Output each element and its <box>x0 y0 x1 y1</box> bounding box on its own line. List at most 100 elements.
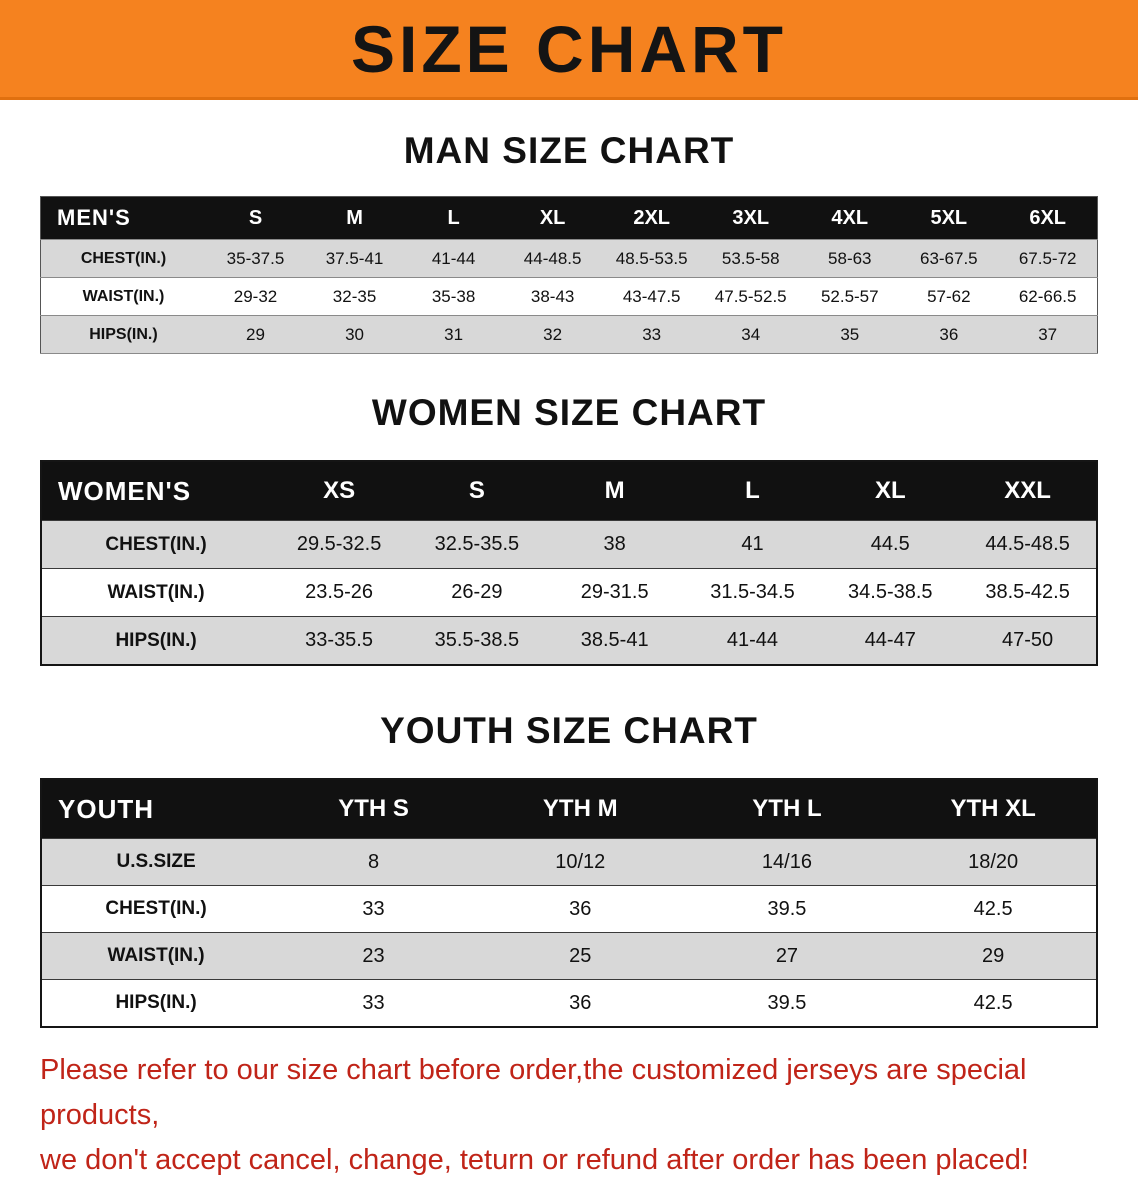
size-header-cell: S <box>407 461 546 521</box>
value-cell: 33-35.5 <box>270 616 408 665</box>
table-row: HIPS(IN.) 33-35.5 35.5-38.5 38.5-41 41-44 44-… <box>41 616 1097 665</box>
value-cell: 44-48.5 <box>503 239 603 278</box>
value-cell: 63-67.5 <box>899 239 999 278</box>
table-row: U.S.SIZE 8 10/12 14/16 18/20 <box>41 838 1097 886</box>
table-row: HIPS(IN.) 33 36 39.5 42.5 <box>41 979 1097 1027</box>
size-header-cell: M <box>545 461 684 521</box>
value-cell: 36 <box>899 315 999 354</box>
value-cell: 37 <box>998 315 1098 354</box>
table-header-row: YOUTH YTH S YTH M YTH L YTH XL <box>41 779 1097 839</box>
value-cell: 35-37.5 <box>205 239 306 278</box>
value-cell: 18/20 <box>890 838 1097 886</box>
value-cell: 31 <box>404 315 504 354</box>
value-cell: 32-35 <box>305 277 405 316</box>
value-cell: 41-44 <box>404 239 504 278</box>
women-section-heading: WOMEN SIZE CHART <box>371 392 767 433</box>
women-size-table: WOMEN'S XS S M L XL XXL CHEST(IN.) 29.5-32.5 32.5… <box>40 460 1098 666</box>
size-header-cell: 5XL <box>899 196 999 240</box>
value-cell: 27 <box>683 932 891 980</box>
size-header-cell: 3XL <box>701 196 801 240</box>
value-cell: 42.5 <box>890 979 1097 1027</box>
men-section-heading: MAN SIZE CHART <box>403 130 735 171</box>
size-header-cell: 6XL <box>998 196 1098 240</box>
value-cell: 57-62 <box>899 277 999 316</box>
value-cell: 25 <box>476 932 684 980</box>
value-cell: 26-29 <box>407 568 546 617</box>
row-label-cell: WAIST(IN.) <box>40 277 206 316</box>
value-cell: 44.5-48.5 <box>959 520 1097 569</box>
value-cell: 44.5 <box>821 520 960 569</box>
value-cell: 33 <box>270 979 477 1027</box>
size-header-cell: XL <box>821 461 960 521</box>
row-label-cell: CHEST(IN.) <box>41 885 271 933</box>
banner-title: SIZE CHART <box>351 11 787 86</box>
value-cell: 38.5-41 <box>545 616 684 665</box>
value-cell: 67.5-72 <box>998 239 1098 278</box>
value-cell: 35 <box>800 315 900 354</box>
value-cell: 44-47 <box>821 616 960 665</box>
value-cell: 35-38 <box>404 277 504 316</box>
value-cell: 38-43 <box>503 277 603 316</box>
row-label-cell: HIPS(IN.) <box>41 616 271 665</box>
size-header-cell: S <box>205 196 306 240</box>
value-cell: 41-44 <box>683 616 822 665</box>
value-cell: 32.5-35.5 <box>407 520 546 569</box>
value-cell: 58-63 <box>800 239 900 278</box>
value-cell: 29-31.5 <box>545 568 684 617</box>
table-row: HIPS(IN.) 29 30 31 32 33 34 35 36 37 <box>40 315 1098 354</box>
table-row: WAIST(IN.) 29-32 32-35 35-38 38-43 43-47.5 47.… <box>40 277 1098 316</box>
table-row: CHEST(IN.) 29.5-32.5 32.5-35.5 38 41 44.5 44.5… <box>41 520 1097 569</box>
value-cell: 29 <box>205 315 306 354</box>
value-cell: 42.5 <box>890 885 1097 933</box>
value-cell: 36 <box>476 885 684 933</box>
table-title-cell: YOUTH <box>41 779 271 839</box>
value-cell: 41 <box>683 520 822 569</box>
table-header-row: MEN'S S M L XL 2XL 3XL 4XL 5XL 6XL <box>40 196 1098 240</box>
size-header-cell: 2XL <box>602 196 702 240</box>
value-cell: 33 <box>602 315 702 354</box>
table-header-row: WOMEN'S XS S M L XL XXL <box>41 461 1097 521</box>
size-header-cell: M <box>305 196 405 240</box>
value-cell: 29-32 <box>205 277 306 316</box>
row-label-cell: WAIST(IN.) <box>41 932 271 980</box>
value-cell: 52.5-57 <box>800 277 900 316</box>
row-label-cell: WAIST(IN.) <box>41 568 271 617</box>
value-cell: 38.5-42.5 <box>959 568 1097 617</box>
value-cell: 47-50 <box>959 616 1097 665</box>
value-cell: 48.5-53.5 <box>602 239 702 278</box>
row-label-cell: HIPS(IN.) <box>41 979 271 1027</box>
disclaimer-line-2: we don't accept cancel, change, teturn o… <box>40 1144 1029 1176</box>
value-cell: 31.5-34.5 <box>683 568 822 617</box>
table-title-cell: WOMEN'S <box>41 461 271 521</box>
disclaimer-line-1: Please refer to our size chart before or… <box>40 1054 1027 1131</box>
value-cell: 8 <box>270 838 477 886</box>
size-header-cell: 4XL <box>800 196 900 240</box>
youth-section-heading: YOUTH SIZE CHART <box>380 710 758 751</box>
banner: SIZE CHART <box>0 0 1138 100</box>
content: MAN SIZE CHART MEN'S S M L XL 2XL 3XL 4XL 5XL 6XL… <box>0 100 1138 1183</box>
row-label-cell: HIPS(IN.) <box>40 315 206 354</box>
value-cell: 47.5-52.5 <box>701 277 801 316</box>
table-row: CHEST(IN.) 35-37.5 37.5-41 41-44 44-48.5 48.5… <box>40 239 1098 278</box>
value-cell: 23 <box>270 932 477 980</box>
men-size-table: MEN'S S M L XL 2XL 3XL 4XL 5XL 6XL CHEST(IN.) 35-37… <box>40 196 1098 354</box>
size-header-cell: YTH L <box>683 779 891 839</box>
value-cell: 34.5-38.5 <box>821 568 960 617</box>
value-cell: 39.5 <box>683 885 891 933</box>
size-header-cell: L <box>404 196 504 240</box>
value-cell: 37.5-41 <box>305 239 405 278</box>
table-row: CHEST(IN.) 33 36 39.5 42.5 <box>41 885 1097 933</box>
row-label-cell: CHEST(IN.) <box>40 239 206 278</box>
value-cell: 53.5-58 <box>701 239 801 278</box>
row-label-cell: U.S.SIZE <box>41 838 271 886</box>
value-cell: 30 <box>305 315 405 354</box>
value-cell: 32 <box>503 315 603 354</box>
table-row: WAIST(IN.) 23 25 27 29 <box>41 932 1097 980</box>
value-cell: 23.5-26 <box>270 568 408 617</box>
size-header-cell: L <box>683 461 822 521</box>
table-title-cell: MEN'S <box>40 196 206 240</box>
size-header-cell: YTH M <box>476 779 684 839</box>
table-row: WAIST(IN.) 23.5-26 26-29 29-31.5 31.5-34.5 34… <box>41 568 1097 617</box>
value-cell: 38 <box>545 520 684 569</box>
